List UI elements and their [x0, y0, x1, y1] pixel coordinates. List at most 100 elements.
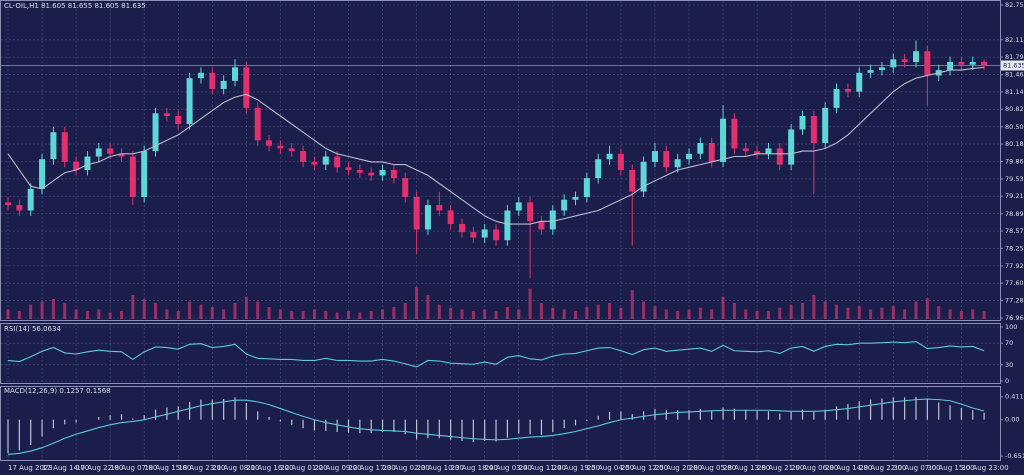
- volume-bar: [630, 290, 634, 319]
- volume-bar: [199, 304, 203, 319]
- candle-body: [776, 148, 783, 165]
- y-tick-label: 76.960: [1005, 314, 1024, 322]
- candle-body: [61, 132, 68, 162]
- volume-bar: [381, 309, 385, 319]
- candle-body: [538, 221, 545, 230]
- x-tick-label: 23 Aug 02:00: [383, 464, 430, 472]
- candle-body: [617, 153, 624, 171]
- x-tick-label: 18 Aug 23:00: [178, 464, 225, 472]
- volume-bar: [471, 311, 475, 319]
- volume-bar: [210, 307, 214, 319]
- volume-bar: [290, 311, 294, 319]
- x-tick-label: 24 Aug 03:00: [485, 464, 532, 472]
- candle-body: [424, 205, 431, 230]
- volume-bar: [17, 311, 21, 319]
- candle-body: [515, 202, 522, 211]
- x-tick-label: 29 Aug 22:00: [859, 464, 906, 472]
- pane-title: RSI(14) 56.0634: [4, 325, 61, 333]
- x-tick-label: 29 Aug 06:00: [791, 464, 838, 472]
- volume-bar: [596, 304, 600, 319]
- candle-body: [277, 145, 284, 149]
- x-tick-label: 23 Aug 18:00: [451, 464, 498, 472]
- candle-body: [867, 70, 874, 73]
- volume-bar: [562, 309, 566, 319]
- candle-body: [447, 210, 454, 225]
- volume-bar: [358, 312, 362, 319]
- candle-body: [413, 197, 420, 230]
- volume-bar: [732, 303, 736, 319]
- volume-bar: [823, 301, 827, 319]
- rsi-pane-frame: [0, 323, 1001, 384]
- last-price-label: 81.635: [1003, 61, 1024, 69]
- volume-bar: [256, 301, 260, 319]
- volume-bar: [687, 309, 691, 319]
- x-tick-label: 17 Aug 2023: [8, 464, 53, 472]
- volume-bar: [505, 307, 509, 319]
- volume-bar: [392, 307, 396, 319]
- candle-body: [799, 115, 806, 130]
- volume-bar: [63, 303, 67, 319]
- volume-bar: [176, 311, 180, 319]
- candle-body: [254, 107, 261, 141]
- y-tick-label: 100: [1005, 323, 1017, 331]
- candle-body: [209, 72, 216, 89]
- candle-body: [527, 202, 534, 222]
- volume-bar: [347, 311, 350, 319]
- x-tick-label: 17 Aug 14:00: [42, 464, 89, 472]
- volume-bar: [789, 304, 793, 319]
- candle-body: [981, 61, 988, 66]
- volume-bar: [51, 299, 55, 319]
- pane-title: CL-OIL,H1 81.605 81.655 81.605 81.635: [4, 2, 146, 10]
- volume-bar: [483, 309, 487, 319]
- candle-body: [856, 72, 863, 92]
- x-tick-label: 18 Aug 07:00: [110, 464, 157, 472]
- y-tick-label: 70: [1005, 339, 1013, 347]
- candle-body: [595, 159, 602, 179]
- x-tick-label: 22 Aug 17:00: [349, 464, 396, 472]
- candle-body: [890, 59, 897, 68]
- candle-body: [731, 118, 738, 149]
- volume-bar: [937, 306, 941, 319]
- candle-body: [356, 170, 363, 173]
- candle-body: [129, 156, 136, 198]
- candle-body: [822, 107, 829, 144]
- volume-bar: [698, 307, 702, 319]
- volume-bar: [415, 287, 419, 319]
- candle-body: [5, 202, 11, 206]
- pane-title: MACD(12,26,9) 0.1257 0.1568: [4, 387, 111, 395]
- volume-bar: [880, 307, 884, 319]
- x-tick-label: 18 Aug 15:00: [144, 464, 191, 472]
- y-tick-label: 79.215: [1005, 192, 1024, 200]
- candle-body: [810, 115, 817, 144]
- candle-body: [390, 170, 397, 179]
- volume-bar: [449, 307, 453, 319]
- candle-body: [232, 67, 238, 81]
- candle-body: [152, 113, 159, 152]
- y-tick-label: 79.860: [1005, 157, 1024, 165]
- candle-body: [833, 88, 840, 108]
- y-tick-label: 81.145: [1005, 88, 1024, 96]
- last-price-box: [1001, 60, 1024, 71]
- candle-body: [27, 188, 34, 211]
- volume-bar: [835, 304, 839, 319]
- volume-bar: [744, 309, 748, 319]
- x-tick-label: 28 Aug 05:00: [689, 464, 736, 472]
- volume-bar: [528, 288, 532, 319]
- x-tick-label: 21 Aug 08:00: [212, 464, 259, 472]
- volume-bar: [494, 311, 498, 319]
- y-tick-label: 82.755: [1005, 1, 1024, 9]
- y-tick-label: 77.925: [1005, 262, 1024, 270]
- volume-bar: [222, 309, 226, 319]
- volume-bar: [426, 295, 430, 319]
- candle-body: [379, 170, 386, 176]
- x-tick-label: 25 Aug 12:00: [621, 464, 668, 472]
- x-tick-label: 24 Aug 11:00: [519, 464, 566, 472]
- volume-bar: [74, 309, 78, 319]
- candle-body: [107, 148, 114, 154]
- candle-body: [754, 151, 761, 154]
- x-tick-label: 17 Aug 22:00: [76, 464, 123, 472]
- candle-body: [640, 161, 647, 192]
- volume-bar: [154, 303, 158, 319]
- candle-body: [163, 113, 170, 116]
- candle-body: [844, 88, 851, 92]
